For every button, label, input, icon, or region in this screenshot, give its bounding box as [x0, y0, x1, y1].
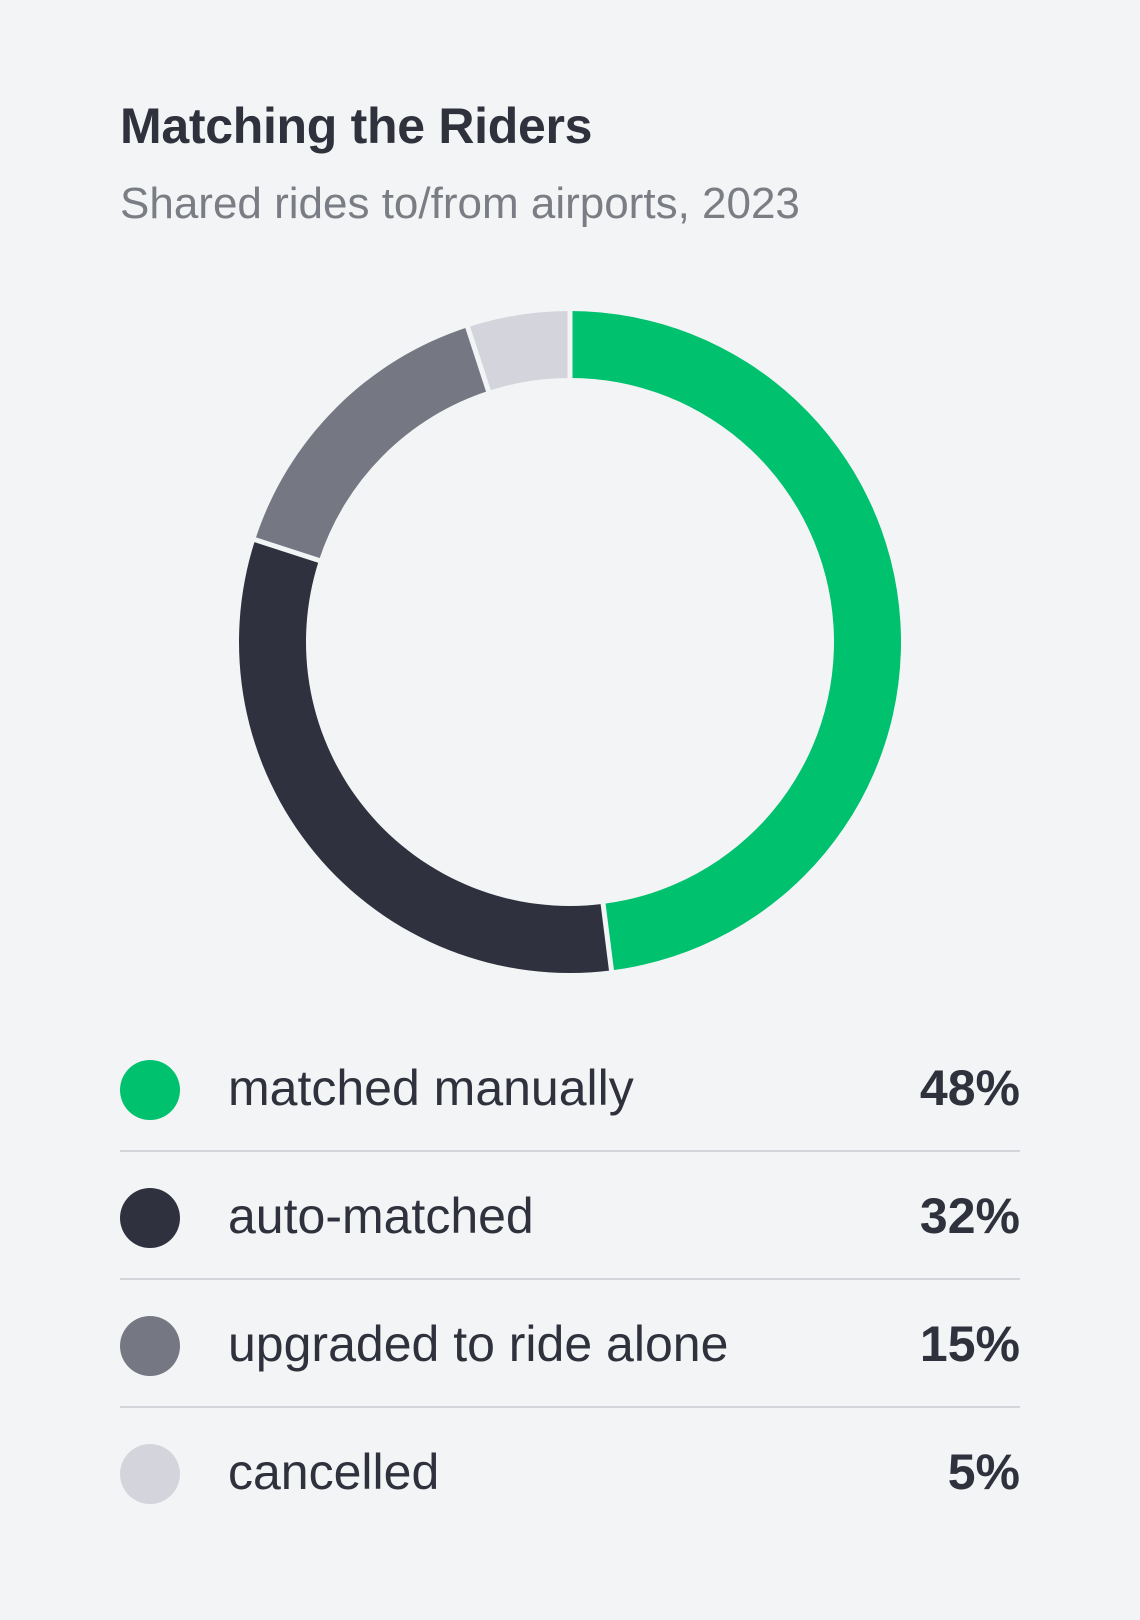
legend-label: auto-matched: [228, 1188, 534, 1244]
legend-value: 32%: [919, 1188, 1020, 1244]
legend-label: matched manually: [228, 1060, 634, 1116]
donut-slice-upgraded-to-ride-alone: [255, 327, 489, 561]
chart-subtitle: Shared rides to/from airports, 2023: [120, 179, 800, 228]
legend-item: upgraded to ride alone 15%: [120, 1280, 1020, 1408]
legend-item: cancelled 5%: [120, 1408, 1020, 1536]
legend-value: 5%: [947, 1444, 1020, 1500]
legend-swatch: [120, 1188, 180, 1248]
legend-item: auto-matched 32%: [120, 1152, 1020, 1280]
donut-chart: [238, 309, 901, 974]
donut-slice-cancelled: [467, 311, 570, 391]
legend-label: cancelled: [228, 1444, 440, 1500]
slice-separator: [600, 901, 615, 973]
legend-value: 15%: [919, 1316, 1020, 1372]
slice-separator: [464, 324, 492, 394]
donut-slice-matched-manually: [570, 311, 901, 971]
donut-slice-auto-matched: [238, 539, 612, 974]
legend-swatch: [120, 1316, 180, 1376]
donut-slices: [238, 309, 901, 974]
slice-separator: [252, 536, 322, 564]
legend-value: 48%: [919, 1060, 1020, 1116]
legend-swatch: [120, 1060, 180, 1120]
chart-title: Matching the Riders: [120, 98, 593, 154]
legend-item: matched manually 48%: [120, 1024, 1020, 1152]
legend-label: upgraded to ride alone: [228, 1316, 729, 1372]
legend: matched manually 48% auto-matched 32% up…: [120, 1024, 1020, 1536]
legend-swatch: [120, 1444, 180, 1504]
